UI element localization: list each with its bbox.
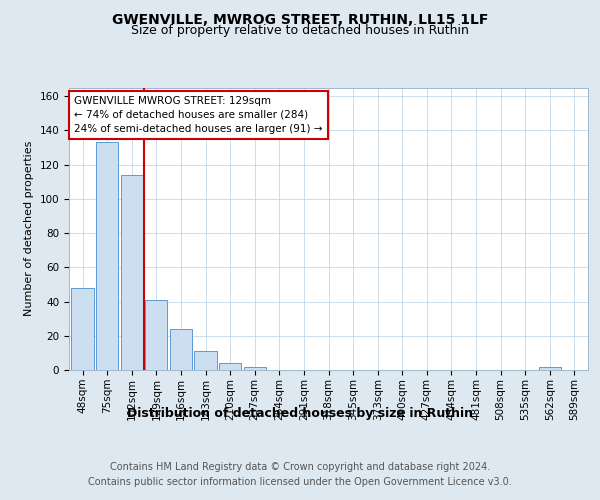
Text: Size of property relative to detached houses in Ruthin: Size of property relative to detached ho…: [131, 24, 469, 37]
Text: GWENVILLE MWROG STREET: 129sqm
← 74% of detached houses are smaller (284)
24% of: GWENVILLE MWROG STREET: 129sqm ← 74% of …: [74, 96, 323, 134]
Bar: [71, 288, 94, 370]
Bar: [244, 366, 266, 370]
Bar: [170, 329, 192, 370]
Bar: [539, 366, 561, 370]
Bar: [194, 351, 217, 370]
Text: Distribution of detached houses by size in Ruthin: Distribution of detached houses by size …: [127, 408, 473, 420]
Bar: [145, 300, 167, 370]
Text: Contains HM Land Registry data © Crown copyright and database right 2024.
Contai: Contains HM Land Registry data © Crown c…: [88, 462, 512, 487]
Y-axis label: Number of detached properties: Number of detached properties: [24, 141, 34, 316]
Bar: [121, 175, 143, 370]
Text: GWENVILLE, MWROG STREET, RUTHIN, LL15 1LF: GWENVILLE, MWROG STREET, RUTHIN, LL15 1L…: [112, 12, 488, 26]
Bar: [219, 363, 241, 370]
Bar: [96, 142, 118, 370]
